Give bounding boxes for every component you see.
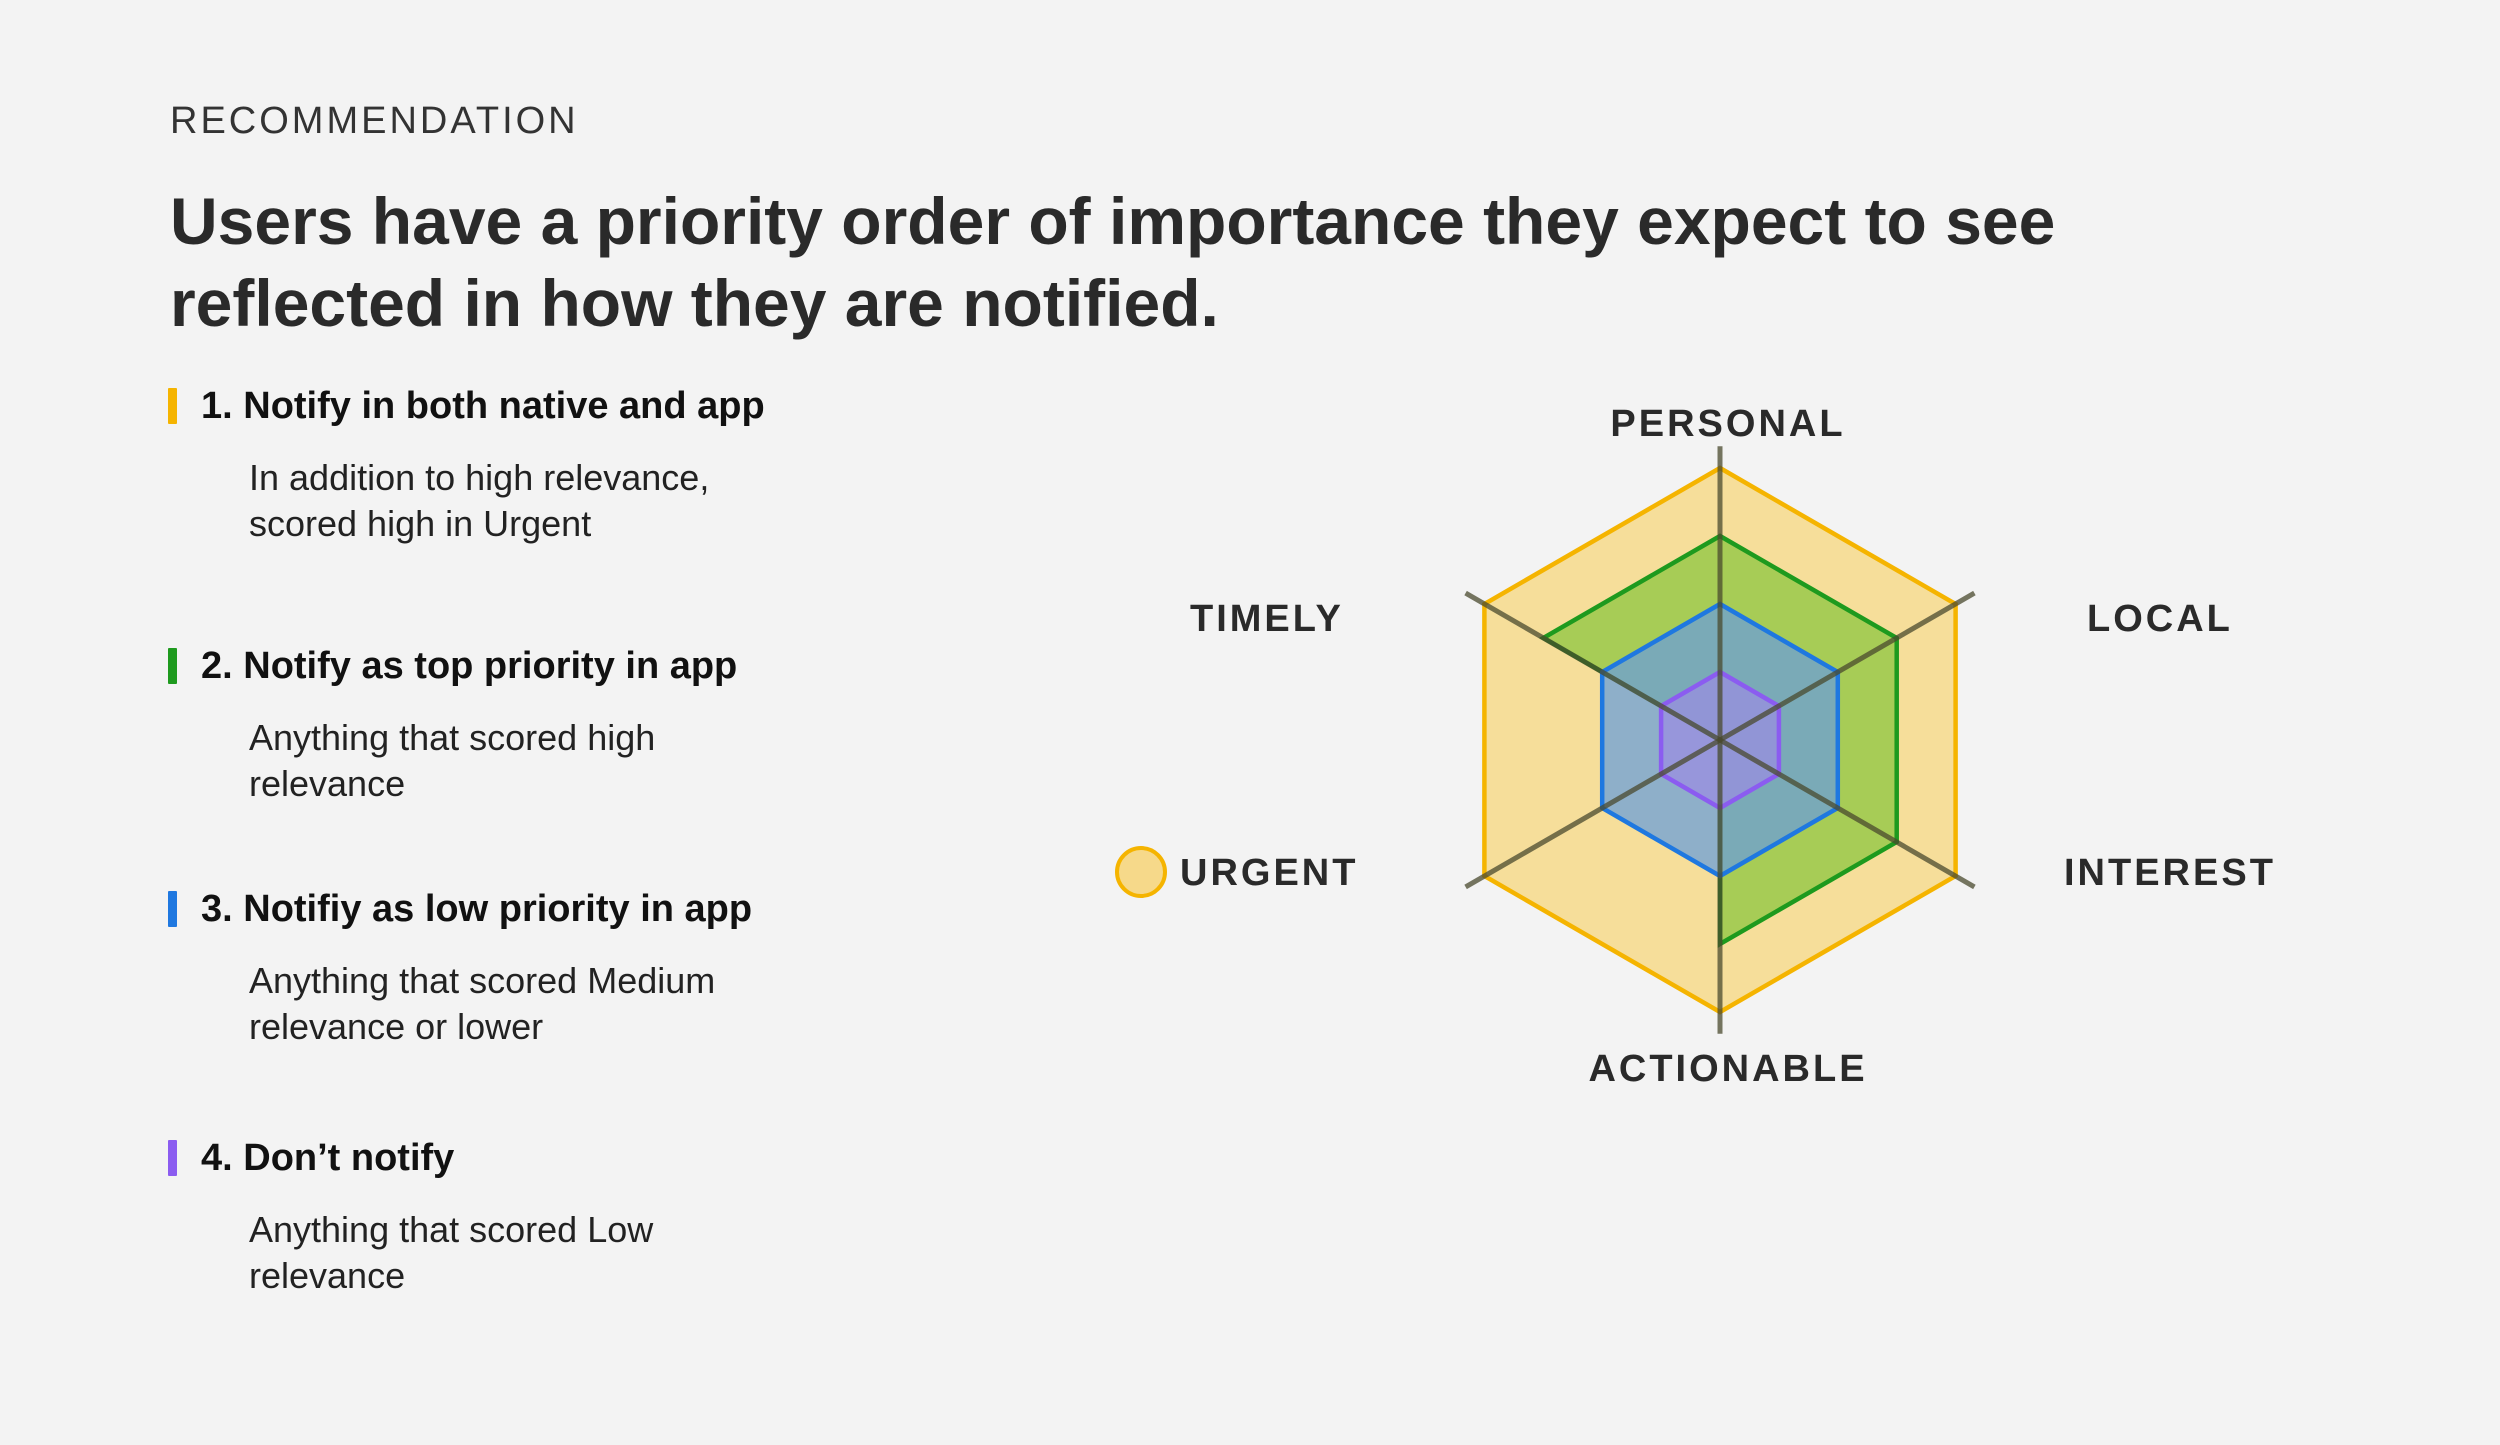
priority-description: Anything that scored Medium relevance or… — [249, 960, 716, 1047]
radar-spoke-local — [1718, 590, 1976, 743]
radar-spoke-timely — [1464, 590, 1722, 743]
priority-description: Anything that scored Low relevance — [249, 1209, 654, 1296]
axis-label-actionable: ACTIONABLE — [1588, 1048, 1867, 1090]
priority-marker — [168, 648, 177, 684]
priority-marker — [168, 388, 177, 424]
priority-description: In addition to high relevance, scored hi… — [249, 457, 710, 544]
axis-label-local: LOCAL — [2087, 598, 2233, 640]
headline: Users have a priority order of importanc… — [170, 184, 2056, 340]
priority-title: 3. Notifiy as low priority in app — [201, 888, 753, 930]
axis-label-personal: PERSONAL — [1610, 403, 1845, 445]
priority-title: 1. Notify in both native and app — [201, 385, 765, 427]
priority-marker — [168, 891, 177, 927]
axis-label-urgent: URGENT — [1180, 852, 1358, 894]
radar-spoke-interest — [1718, 737, 1976, 890]
priority-title: 2. Notify as top priority in app — [201, 645, 738, 687]
urgent-highlight-dot — [1115, 846, 1167, 898]
eyebrow-label: RECOMMENDATION — [170, 100, 579, 142]
axis-label-interest: INTEREST — [2064, 852, 2276, 894]
priority-marker — [168, 1140, 177, 1176]
radar-spokes — [1464, 446, 1976, 1034]
radar-spoke-urgent — [1464, 737, 1722, 890]
priority-title: 4. Don’t notify — [201, 1137, 455, 1179]
axis-label-timely: TIMELY — [1190, 598, 1344, 640]
priority-description: Anything that scored high relevance — [249, 717, 656, 804]
